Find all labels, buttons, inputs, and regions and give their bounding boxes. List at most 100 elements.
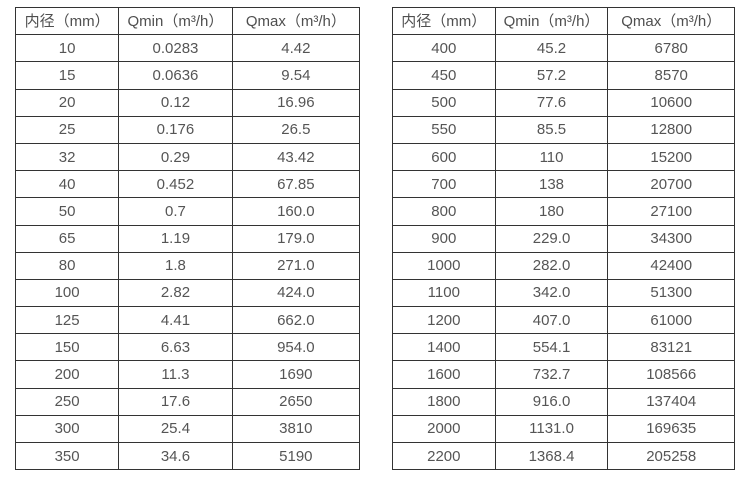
table-row: 15 0.0636 9.54 <box>14 61 361 90</box>
table-cell: 954.0 <box>231 333 361 362</box>
table-cell: 26.5 <box>231 115 361 144</box>
table-body: 400 45.2 6780 450 57.2 8570 500 77.6 10600 550 85.… <box>392 34 735 471</box>
table-row: 2000 1131.0 169635 <box>392 414 735 444</box>
column-header-diameter: 内径（mm） <box>392 6 496 36</box>
table-cell: 662.0 <box>231 306 361 335</box>
table-cell: 20 <box>14 88 120 117</box>
table-cell: 407.0 <box>494 306 609 335</box>
table-cell: 43.42 <box>231 142 361 172</box>
table-row: 125 4.41 662.0 <box>14 306 361 335</box>
table-row: 350 34.6 5190 <box>14 441 361 471</box>
table-cell: 169635 <box>607 414 735 444</box>
header-row: 内径（mm） Qmin（m³/h） Qmax（m³/h） <box>392 6 735 36</box>
table-cell: 65 <box>14 224 120 253</box>
table-row: 20 0.12 16.96 <box>14 88 361 117</box>
table-cell: 0.0283 <box>118 34 233 63</box>
table-row: 1000 282.0 42400 <box>392 251 735 280</box>
table-cell: 25.4 <box>118 414 233 444</box>
table-cell: 0.0636 <box>118 61 233 90</box>
table-row: 800 180 27100 <box>392 197 735 226</box>
table-row: 1800 916.0 137404 <box>392 387 735 416</box>
table-cell: 4.41 <box>118 306 233 335</box>
table-cell: 1800 <box>392 387 496 416</box>
table-header: 内径（mm） Qmin（m³/h） Qmax（m³/h） <box>14 6 361 36</box>
table-row: 80 1.8 271.0 <box>14 251 361 280</box>
table-cell: 450 <box>392 61 496 90</box>
table-cell: 900 <box>392 224 496 253</box>
table-cell: 77.6 <box>494 88 609 117</box>
table-cell: 1.19 <box>118 224 233 253</box>
table-cell: 4.42 <box>231 34 361 63</box>
table-cell: 2.82 <box>118 278 233 308</box>
table-cell: 300 <box>14 414 120 444</box>
table-row: 400 45.2 6780 <box>392 34 735 63</box>
table-row: 40 0.452 67.85 <box>14 170 361 199</box>
table-row: 150 6.63 954.0 <box>14 333 361 362</box>
table-cell: 80 <box>14 251 120 280</box>
table-cell: 0.29 <box>118 142 233 172</box>
table-row: 1200 407.0 61000 <box>392 306 735 335</box>
table-cell: 2650 <box>231 387 361 416</box>
table-row: 10 0.0283 4.42 <box>14 34 361 63</box>
table-cell: 0.7 <box>118 197 233 226</box>
table-row: 250 17.6 2650 <box>14 387 361 416</box>
table-cell: 3810 <box>231 414 361 444</box>
table-cell: 137404 <box>607 387 735 416</box>
table-cell: 1368.4 <box>494 441 609 471</box>
column-header-qmax: Qmax（m³/h） <box>607 6 735 36</box>
table-cell: 350 <box>14 441 120 471</box>
table-cell: 424.0 <box>231 278 361 308</box>
table-cell: 67.85 <box>231 170 361 199</box>
table-header: 内径（mm） Qmin（m³/h） Qmax（m³/h） <box>392 6 735 36</box>
table-cell: 700 <box>392 170 496 199</box>
table-cell: 125 <box>14 306 120 335</box>
table-cell: 200 <box>14 360 120 389</box>
column-header-qmin: Qmin（m³/h） <box>118 6 233 36</box>
table-cell: 600 <box>392 142 496 172</box>
table-cell: 45.2 <box>494 34 609 63</box>
table-cell: 1.8 <box>118 251 233 280</box>
column-header-qmax: Qmax（m³/h） <box>231 6 361 36</box>
table-row: 50 0.7 160.0 <box>14 197 361 226</box>
table-cell: 17.6 <box>118 387 233 416</box>
table-cell: 10 <box>14 34 120 63</box>
table-cell: 250 <box>14 387 120 416</box>
table-row: 200 11.3 1690 <box>14 360 361 389</box>
table-cell: 229.0 <box>494 224 609 253</box>
table-row: 2200 1368.4 205258 <box>392 441 735 471</box>
table-row: 1600 732.7 108566 <box>392 360 735 389</box>
table-cell: 150 <box>14 333 120 362</box>
table-row: 65 1.19 179.0 <box>14 224 361 253</box>
table-cell: 400 <box>392 34 496 63</box>
table-row: 300 25.4 3810 <box>14 414 361 444</box>
table-cell: 800 <box>392 197 496 226</box>
table-cell: 16.96 <box>231 88 361 117</box>
table-row: 450 57.2 8570 <box>392 61 735 90</box>
table-cell: 9.54 <box>231 61 361 90</box>
column-header-qmin: Qmin（m³/h） <box>494 6 609 36</box>
table-cell: 51300 <box>607 278 735 308</box>
table-cell: 1200 <box>392 306 496 335</box>
table-cell: 15200 <box>607 142 735 172</box>
table-cell: 180 <box>494 197 609 226</box>
table-cell: 83121 <box>607 333 735 362</box>
table-cell: 0.176 <box>118 115 233 144</box>
table-row: 1100 342.0 51300 <box>392 278 735 308</box>
table-cell: 2200 <box>392 441 496 471</box>
table-cell: 12800 <box>607 115 735 144</box>
table-cell: 32 <box>14 142 120 172</box>
table-row: 25 0.176 26.5 <box>14 115 361 144</box>
table-cell: 554.1 <box>494 333 609 362</box>
table-cell: 0.452 <box>118 170 233 199</box>
table-row: 600 110 15200 <box>392 142 735 172</box>
table-cell: 6780 <box>607 34 735 63</box>
table-cell: 34300 <box>607 224 735 253</box>
header-row: 内径（mm） Qmin（m³/h） Qmax（m³/h） <box>14 6 361 36</box>
table-cell: 5190 <box>231 441 361 471</box>
table-cell: 57.2 <box>494 61 609 90</box>
table-cell: 20700 <box>607 170 735 199</box>
table-cell: 205258 <box>607 441 735 471</box>
table-cell: 42400 <box>607 251 735 280</box>
table-cell: 110 <box>494 142 609 172</box>
